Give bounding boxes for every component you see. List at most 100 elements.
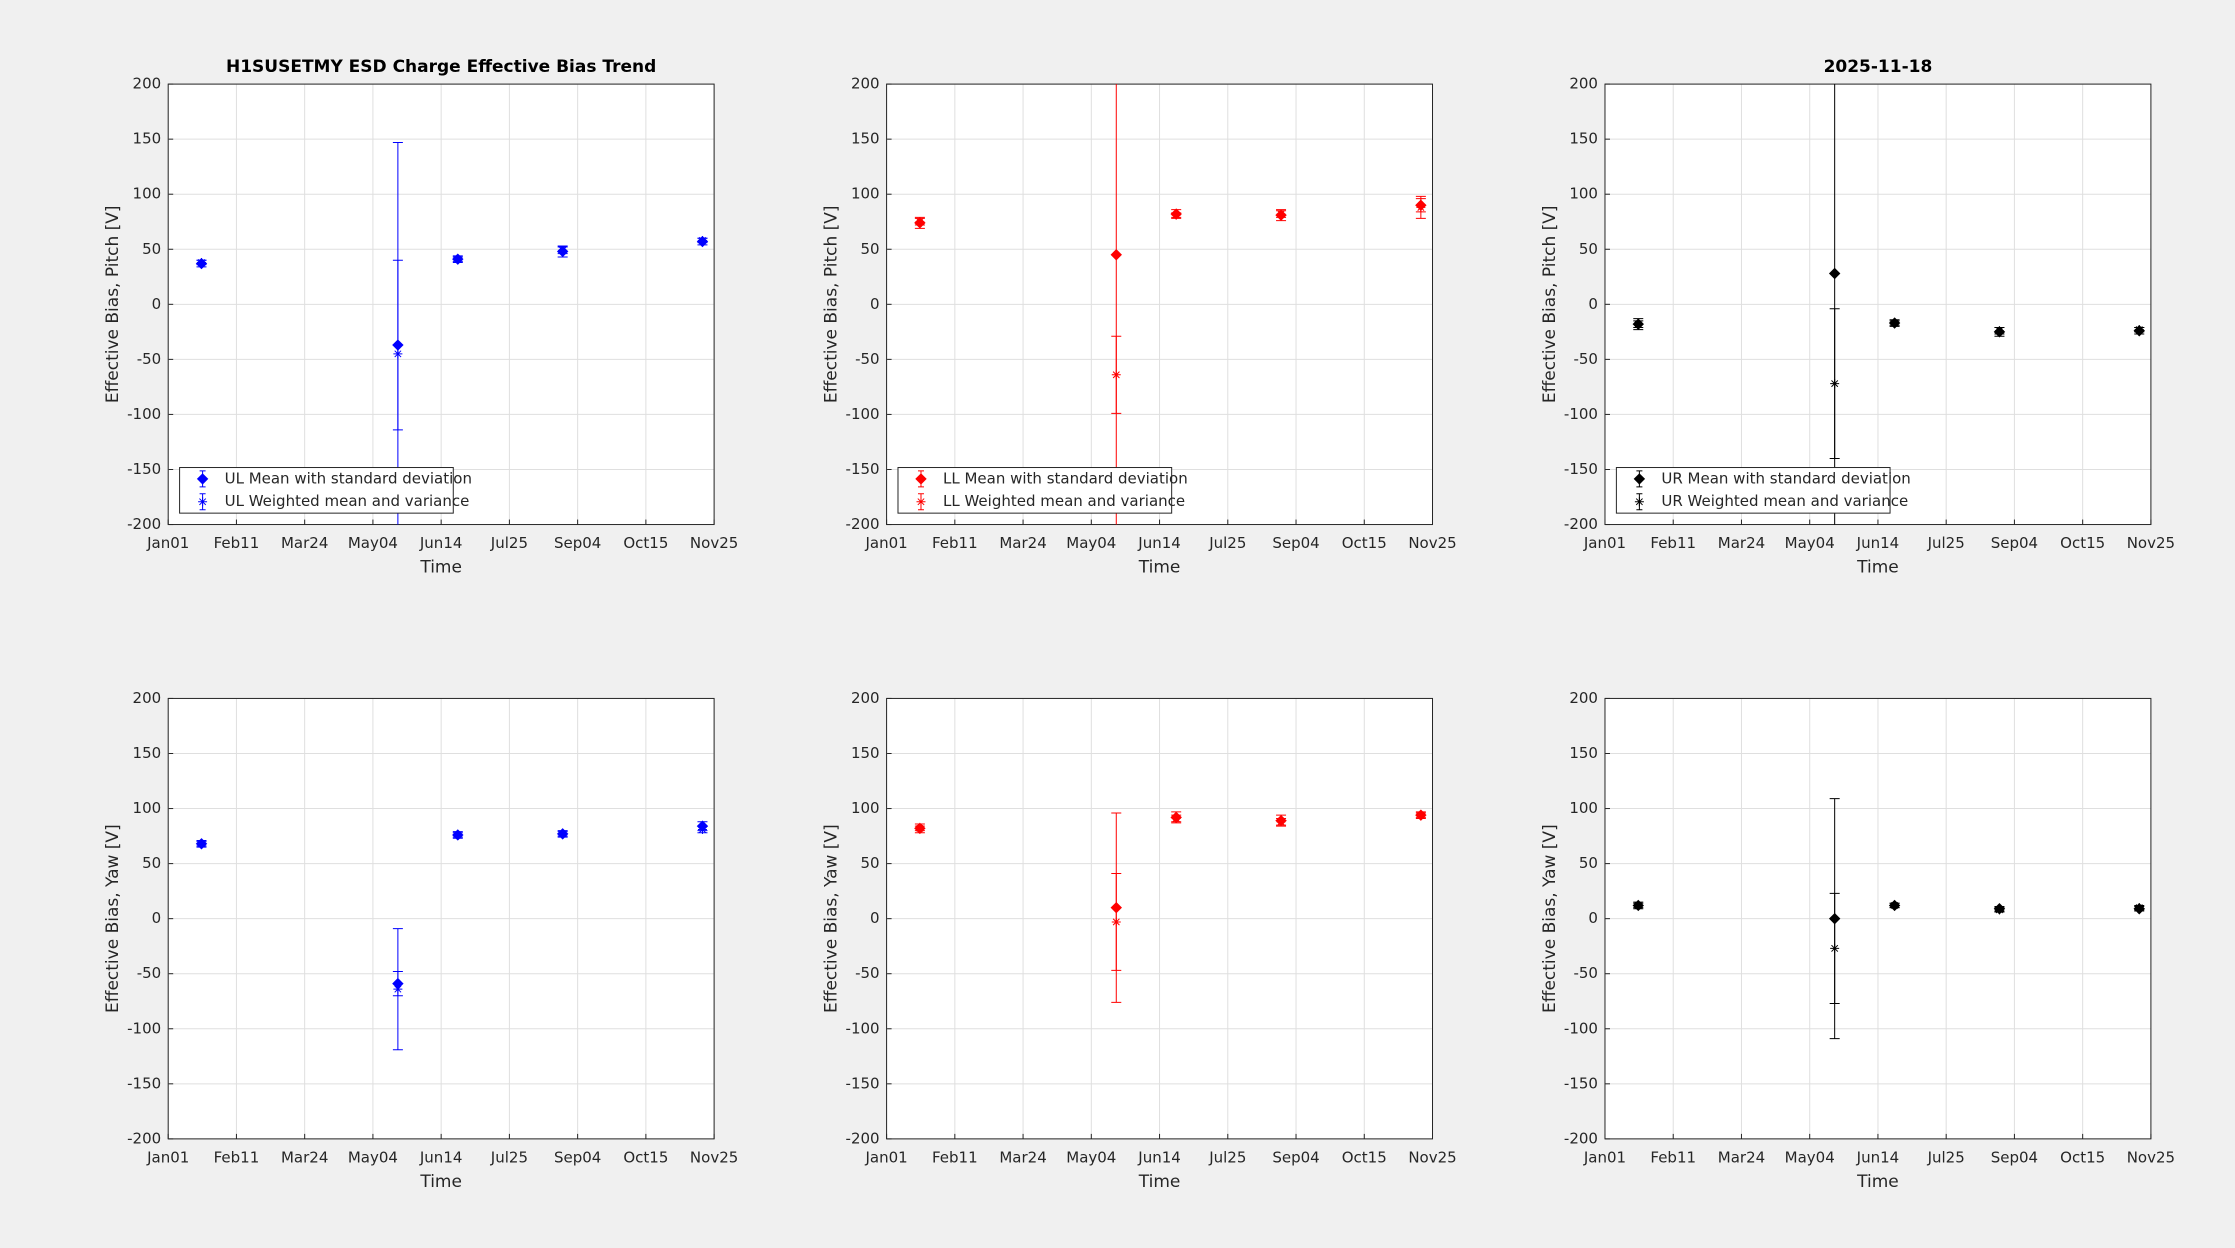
plot-content: [1632, 798, 2145, 1040]
x-tick-label: Nov25: [2127, 1148, 2175, 1166]
y-tick-label: -50: [137, 964, 162, 982]
x-axis-label: Time: [419, 558, 462, 578]
x-tick-label: Sep04: [1991, 534, 2038, 552]
legend-box: [897, 467, 1173, 514]
y-tick-label: -200: [846, 515, 880, 533]
x-axis-label: Time: [1138, 1172, 1181, 1192]
y-tick-label: 0: [1588, 295, 1598, 313]
y-tick-label: 100: [133, 799, 162, 817]
x-tick-label: Sep04: [1272, 1148, 1319, 1166]
legend-box: [179, 467, 454, 514]
weighted-marker: [1171, 210, 1181, 220]
y-tick-label: 200: [133, 75, 162, 93]
x-tick-label: May04: [1066, 534, 1116, 552]
chart-title: H1SUSETMY ESD Charge Effective Bias Tren…: [226, 57, 656, 77]
legend: UR Mean with standard deviation UR Weight…: [1615, 467, 1911, 514]
y-tick-label: 200: [133, 689, 162, 707]
x-tick-label: Jun14: [1856, 1148, 1900, 1166]
axes-box: [1604, 697, 2152, 1140]
x-tick-label: Jan01: [146, 534, 189, 552]
x-tick-label: Sep04: [554, 534, 601, 552]
weighted-marker: [1111, 370, 1121, 380]
y-tick-label: 0: [152, 909, 162, 927]
x-tick-label: Nov25: [2127, 534, 2175, 552]
y-tick-label: -200: [127, 515, 161, 533]
weighted-marker: [198, 497, 208, 507]
weighted-marker: [2134, 325, 2144, 335]
x-tick-label: Jul25: [1208, 534, 1246, 552]
x-tick-label: Feb11: [932, 534, 978, 552]
y-tick-label: -150: [1564, 1074, 1598, 1092]
legend-label: UR Weighted mean and variance: [1661, 492, 1908, 510]
subplot: -200 -150 -100 -50 0 50 100 150 200 Jan01 Feb11 Mar…: [103, 689, 738, 1192]
x-tick-label: Jul25: [1208, 1148, 1246, 1166]
legend-label: UR Mean with standard deviation: [1661, 469, 1910, 487]
weighted-marker: [1171, 813, 1181, 823]
y-tick-label: -200: [127, 1129, 161, 1147]
x-tick-label: Mar24: [281, 1148, 328, 1166]
y-tick-label: 150: [1569, 130, 1598, 148]
y-tick-label: 50: [860, 240, 879, 258]
mean-marker: [196, 473, 209, 485]
x-tick-label: May04: [348, 1148, 398, 1166]
x-tick-label: Jun14: [419, 534, 463, 552]
x-tick-label: Feb11: [1650, 534, 1696, 552]
weighted-marker: [196, 839, 206, 849]
weighted-marker: [1276, 209, 1286, 219]
y-tick-label: 150: [133, 744, 162, 762]
mean-marker: [915, 473, 927, 485]
y-tick-label: 150: [851, 130, 880, 148]
y-tick-label: 200: [1569, 689, 1598, 707]
weighted-marker: [2134, 903, 2144, 913]
y-tick-label: -150: [846, 460, 880, 478]
y-tick-label: -100: [127, 1019, 161, 1037]
mean-marker: [1828, 267, 1841, 280]
y-tick-label: -50: [855, 964, 880, 982]
weighted-marker: [558, 245, 568, 255]
x-tick-label: Oct15: [623, 1148, 668, 1166]
y-tick-label: -150: [846, 1074, 880, 1092]
subplot: -200 -150 -100 -50 0 50 100 150 200 Jan01 Feb11 Mar…: [103, 57, 738, 577]
y-tick-label: -100: [846, 405, 880, 423]
y-tick-label: 200: [851, 75, 880, 93]
x-tick-label: Feb11: [214, 1148, 260, 1166]
x-axis-label: Time: [1138, 558, 1181, 578]
weighted-marker: [697, 235, 707, 245]
weighted-marker: [393, 349, 403, 359]
x-tick-label: Jun14: [1137, 534, 1181, 552]
x-tick-label: Feb11: [1650, 1148, 1696, 1166]
y-tick-label: -50: [1573, 350, 1598, 368]
x-tick-label: May04: [1785, 534, 1835, 552]
weighted-marker: [1830, 943, 1840, 953]
axes-box: [167, 697, 715, 1140]
weighted-marker: [916, 497, 926, 507]
y-tick-label: 100: [851, 799, 880, 817]
x-tick-label: Oct15: [2060, 534, 2105, 552]
subplot: -200 -150 -100 -50 0 50 100 150 200 Jan01 Feb11 Mar…: [822, 75, 1457, 578]
y-tick-label: 150: [1569, 744, 1598, 762]
x-axis-label: Time: [1856, 1172, 1899, 1192]
subplot: -200 -150 -100 -50 0 50 100 150 200 Jan01 Feb11 Mar…: [822, 689, 1457, 1192]
x-tick-label: Nov25: [1408, 534, 1456, 552]
x-tick-label: Mar24: [1718, 534, 1765, 552]
y-tick-label: 200: [1569, 75, 1598, 93]
x-tick-label: Nov25: [690, 534, 738, 552]
y-tick-label: -50: [1573, 964, 1598, 982]
y-axis-label: Effective Bias, Yaw [V]: [103, 824, 123, 1013]
x-tick-label: Jan01: [864, 1148, 907, 1166]
legend: LL Mean with standard deviation LL Weight…: [897, 467, 1188, 514]
y-axis-label: Effective Bias, Yaw [V]: [822, 824, 842, 1013]
x-tick-label: May04: [1785, 1148, 1835, 1166]
y-tick-label: 50: [1579, 240, 1598, 258]
x-tick-label: Oct15: [1342, 1148, 1387, 1166]
axes-box: [886, 83, 1434, 526]
legend-label: UL Weighted mean and variance: [225, 492, 470, 510]
x-tick-label: Sep04: [1991, 1148, 2038, 1166]
y-tick-label: -150: [1564, 460, 1598, 478]
y-tick-label: -150: [127, 460, 161, 478]
x-tick-label: Jan01: [146, 1148, 189, 1166]
y-tick-label: 50: [860, 854, 879, 872]
y-tick-label: -100: [1564, 405, 1598, 423]
legend: UL Mean with standard deviation UL Weight…: [179, 467, 472, 514]
